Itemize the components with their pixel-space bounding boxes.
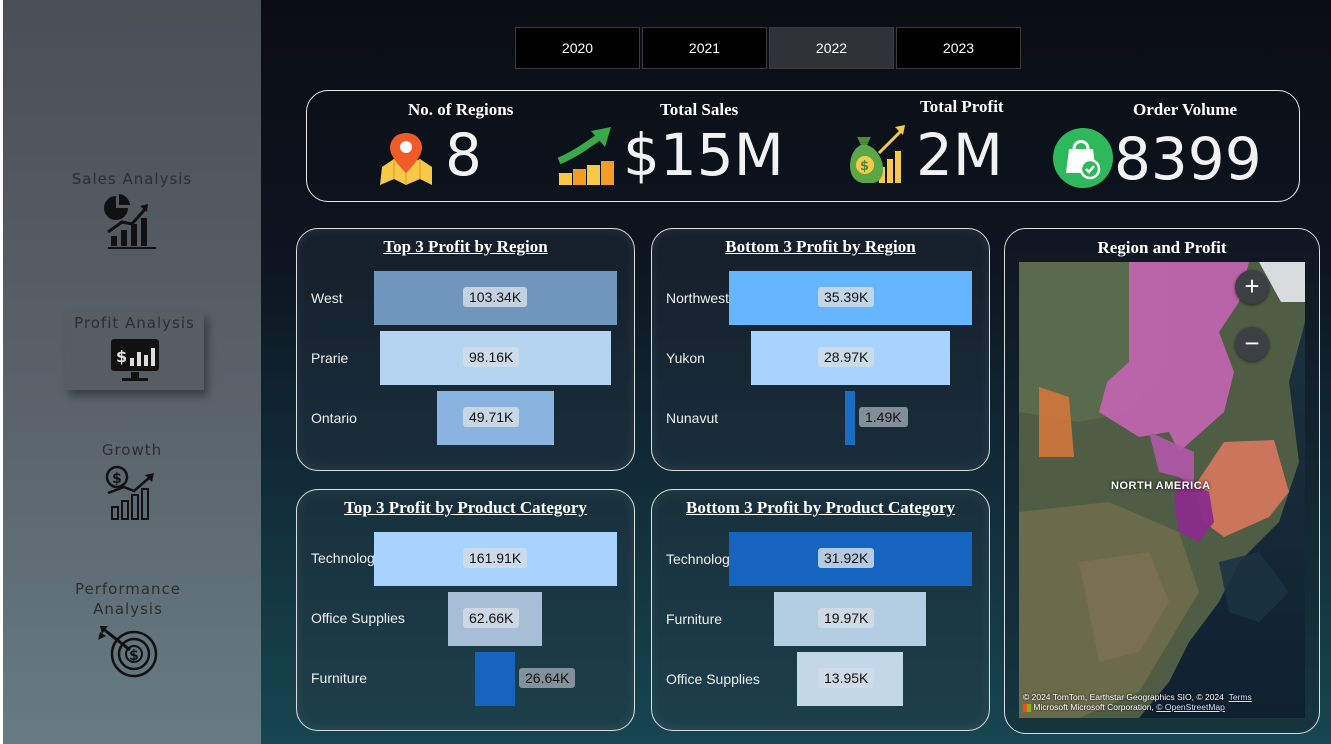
- row-label: Technology: [311, 550, 382, 566]
- svg-text:$: $: [116, 347, 127, 366]
- shopping-bag-check-icon: [1053, 128, 1113, 188]
- osm-link[interactable]: © OpenStreetMap: [1156, 702, 1225, 712]
- row-label: Ontario: [311, 410, 357, 426]
- bottom-region-card: Bottom 3 Profit by Region Northwest Yuko…: [651, 228, 990, 471]
- row-label: Office Supplies: [666, 671, 760, 687]
- bar-value-label: 26.64K: [519, 668, 576, 688]
- bar-value-label: 13.95K: [818, 668, 875, 688]
- credit-line-1: © 2024 TomTom, Earthstar Geographics SIO…: [1023, 692, 1224, 702]
- nav-performance-label-2: Analysis: [93, 600, 163, 618]
- bar-value-label: 31.92K: [818, 548, 875, 568]
- map-canvas: [1019, 262, 1305, 718]
- growth-dollar-chart-icon: $: [105, 465, 154, 520]
- bottom-category-card: Bottom 3 Profit by Product Category Tech…: [651, 489, 990, 731]
- bar[interactable]: [845, 391, 855, 445]
- row-label: Office Supplies: [311, 610, 405, 626]
- row-label: Prarie: [311, 350, 349, 366]
- region-map[interactable]: + − NORTH AMERICA © 2024 TomTom, Earthst…: [1019, 262, 1305, 718]
- nav-profit-analysis[interactable]: Profit Analysis $: [65, 312, 204, 390]
- kpi-orders-value: 8399: [1114, 125, 1262, 193]
- pie-bar-chart-icon: [104, 194, 156, 249]
- year-button-2022[interactable]: 2022: [769, 27, 894, 69]
- kpi-sales-value: $15M: [623, 121, 784, 189]
- bar-value-label: 98.16K: [463, 347, 520, 367]
- bar[interactable]: [475, 652, 515, 706]
- row-label: Furniture: [311, 670, 368, 686]
- top-category-card: Top 3 Profit by Product Category Technol…: [296, 489, 635, 731]
- bar-value-label: 49.71K: [463, 407, 520, 427]
- bar-value-label: 62.66K: [463, 608, 520, 628]
- profit-monitor-icon: $: [110, 339, 159, 381]
- year-button-2021[interactable]: 2021: [642, 27, 767, 69]
- bar-value-label: 35.39K: [818, 287, 875, 307]
- svg-text:$: $: [860, 159, 869, 174]
- nav-performance-analysis[interactable]: Performance Analysis $: [0, 580, 257, 680]
- kpi-regions-title: No. of Regions: [408, 100, 514, 119]
- year-slicer: 2020 2021 2022 2023: [515, 27, 1021, 69]
- nav-sales-label: Sales Analysis: [71, 170, 193, 188]
- region-map-card: Region and Profit: [1004, 228, 1320, 734]
- window-edge: [0, 0, 3, 744]
- row-label: Northwest: [666, 290, 730, 306]
- row-label: Technology: [666, 551, 737, 567]
- row-label: West: [311, 290, 343, 306]
- microsoft-logo-icon: [1023, 703, 1031, 712]
- svg-text:$: $: [112, 471, 122, 487]
- year-button-2023[interactable]: 2023: [896, 27, 1021, 69]
- map-attribution: © 2024 TomTom, Earthstar Geographics SIO…: [1023, 692, 1252, 712]
- kpi-panel: No. of Regions 8 Total Sales $15M Total …: [306, 90, 1300, 202]
- bar-value-label: 161.91K: [463, 548, 528, 568]
- map-title: Region and Profit: [1097, 238, 1227, 257]
- nav-performance-label-1: Performance: [74, 580, 182, 598]
- microsoft-label: Microsoft: [1033, 702, 1068, 712]
- target-dollar-icon: $: [98, 626, 158, 678]
- bar-value-label: 103.34K: [463, 287, 528, 307]
- top-region-title: Top 3 Profit by Region: [383, 237, 548, 256]
- row-label: Furniture: [666, 611, 723, 627]
- map-pin-icon: [380, 133, 432, 185]
- bar-value-label: 28.97K: [818, 347, 875, 367]
- sidebar: Sales Analysis Profit Analysis $ Growth: [3, 0, 261, 744]
- zoom-out-button[interactable]: −: [1235, 327, 1269, 361]
- credit-line-2: Microsoft Corporation,: [1070, 702, 1154, 712]
- row-label: Nunavut: [666, 410, 719, 426]
- map-place-label: NORTH AMERICA: [1111, 480, 1211, 492]
- year-button-2020[interactable]: 2020: [515, 27, 640, 69]
- growth-bars-arrow-icon: [557, 127, 614, 185]
- nav-growth-label: Growth: [101, 441, 163, 459]
- bottom-category-title: Bottom 3 Profit by Product Category: [686, 498, 955, 517]
- kpi-regions-value: 8: [445, 121, 482, 189]
- row-label: Yukon: [666, 350, 705, 366]
- bottom-region-title: Bottom 3 Profit by Region: [725, 237, 916, 256]
- bar-value-label: 19.97K: [818, 608, 875, 628]
- kpi-sales-title: Total Sales: [660, 100, 739, 119]
- kpi-profit-value: 2M: [916, 121, 1003, 189]
- svg-text:$: $: [129, 648, 139, 664]
- nav-sales-analysis[interactable]: Sales Analysis: [3, 170, 261, 250]
- top-category-title: Top 3 Profit by Product Category: [344, 498, 587, 517]
- bar-value-label: 1.49K: [859, 407, 908, 427]
- nav-growth[interactable]: Growth $: [3, 441, 261, 521]
- kpi-orders-title: Order Volume: [1133, 100, 1238, 119]
- main-dashboard: 2020 2021 2022 2023 No. of Regions 8 Tot…: [261, 0, 1331, 744]
- terms-link[interactable]: Terms: [1228, 692, 1252, 702]
- top-region-card: Top 3 Profit by Region West Prarie Ontar…: [296, 228, 635, 471]
- money-bag-icon: $: [850, 125, 905, 183]
- nav-profit-label: Profit Analysis: [74, 314, 195, 332]
- kpi-profit-title: Total Profit: [920, 97, 1004, 116]
- zoom-in-button[interactable]: +: [1235, 270, 1269, 304]
